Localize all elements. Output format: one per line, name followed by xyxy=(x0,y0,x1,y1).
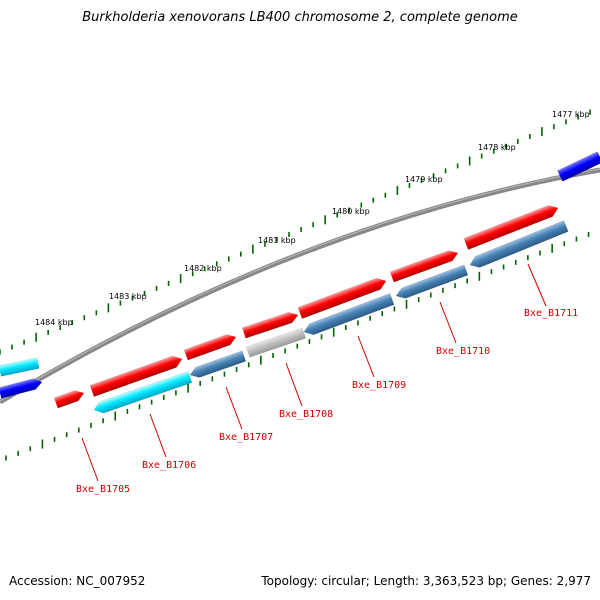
chromosome-backbone-highlight xyxy=(0,168,600,402)
gene-arrow-steel-3-shape xyxy=(395,264,469,299)
genome-summary-text: Topology: circular; Length: 3,363,523 bp… xyxy=(261,574,591,588)
gene-arrow-pseudo-shape xyxy=(245,327,307,358)
gene-label-4: Bxe_B1709 xyxy=(352,380,406,391)
map-title: Burkholderia xenovorans LB400 chromosome… xyxy=(82,10,518,25)
gene-arrow-bxe-b1706-fwd-shape xyxy=(89,355,183,397)
gene-arrow-bxe-b1706-fwd xyxy=(89,355,183,397)
gene-arrow-steel-3 xyxy=(395,264,469,299)
gene-arrow-steel-2-shape xyxy=(303,293,395,336)
gene-arrow-bxe-b1711-fwd xyxy=(463,205,559,250)
gene-label-leader-1 xyxy=(149,413,167,458)
scale-labels: 1477 kbp 1478 kbp 1479 kbp 1480 kbp 1481 kbp… xyxy=(35,110,590,327)
gene-label-6: Bxe_B1711 xyxy=(524,308,578,319)
scale-label-2: 1479 kbp xyxy=(405,175,443,184)
gene-arrow-bxe-b1705 xyxy=(53,390,85,409)
gene-arrow-steel-2 xyxy=(303,293,395,336)
gene-label-group: Bxe_B1705 Bxe_B1706 Bxe_B1707 Bxe_B1708 Bxe_… xyxy=(76,263,578,495)
gene-arrow-left-blue-shape xyxy=(0,378,43,399)
gene-arrow-bxe-b1709-fwd xyxy=(297,277,387,319)
gene-label-leader-3 xyxy=(285,362,303,407)
gene-label-leader-0 xyxy=(81,437,99,482)
gene-arrow-cyan-shape xyxy=(93,371,193,414)
gene-arrow-bxe-b1708-fwd xyxy=(241,312,299,339)
scale-label-4: 1481 kbp xyxy=(258,236,296,245)
gene-arrow-bxe-b1710-fwd xyxy=(389,250,459,283)
gene-label-3: Bxe_B1708 xyxy=(279,409,333,420)
gene-label-5: Bxe_B1710 xyxy=(436,346,490,357)
gene-arrow-right-blue xyxy=(557,151,600,182)
gene-label-leader-4 xyxy=(357,335,375,378)
scale-label-7: 1484 kbp xyxy=(35,318,73,327)
gene-arrow-left-cyan-shape xyxy=(0,357,40,377)
gene-label-leader-2 xyxy=(225,386,243,430)
scale-label-1: 1478 kbp xyxy=(478,143,516,152)
gene-arrow-cyan xyxy=(93,371,193,414)
gene-arrow-steel-4-shape xyxy=(469,220,569,268)
gene-label-0: Bxe_B1705 xyxy=(76,484,130,495)
gene-arrow-bxe-b1705-shape xyxy=(53,390,85,409)
scale-label-5: 1482 kbp xyxy=(184,264,222,273)
gene-arrow-steel-4 xyxy=(469,220,569,268)
scale-label-3: 1480 kbp xyxy=(332,207,370,216)
chromosome-backbone xyxy=(0,167,600,405)
gene-arrow-left-blue xyxy=(0,378,43,399)
gene-arrow-bxe-b1710-fwd-shape xyxy=(389,250,459,283)
gene-arrow-steel-1 xyxy=(189,350,247,378)
gene-label-2: Bxe_B1707 xyxy=(219,432,273,443)
accession-text: Accession: NC_007952 xyxy=(9,574,146,588)
gene-arrow-steel-1-shape xyxy=(189,350,247,378)
gene-label-1: Bxe_B1706 xyxy=(142,460,196,471)
scale-label-6: 1483 kbp xyxy=(109,292,147,301)
gene-arrow-left-cyan xyxy=(0,357,40,377)
gene-arrow-bxe-b1709-fwd-shape xyxy=(297,277,387,319)
gene-features xyxy=(0,151,600,414)
scale-label-0: 1477 kbp xyxy=(552,110,590,119)
gene-arrow-bxe-b1708-fwd-shape xyxy=(241,312,299,339)
gene-arrow-pseudo xyxy=(245,327,307,358)
gene-arrow-bxe-b1707-fwd xyxy=(183,334,237,361)
tick-marks xyxy=(0,109,591,461)
gene-label-leader-5 xyxy=(439,301,457,344)
gene-arrow-bxe-b1707-fwd-shape xyxy=(183,334,237,361)
gene-arrow-right-blue-shape xyxy=(557,151,600,182)
gene-label-leader-6 xyxy=(527,263,547,307)
gene-arrow-bxe-b1711-fwd-shape xyxy=(463,205,559,250)
